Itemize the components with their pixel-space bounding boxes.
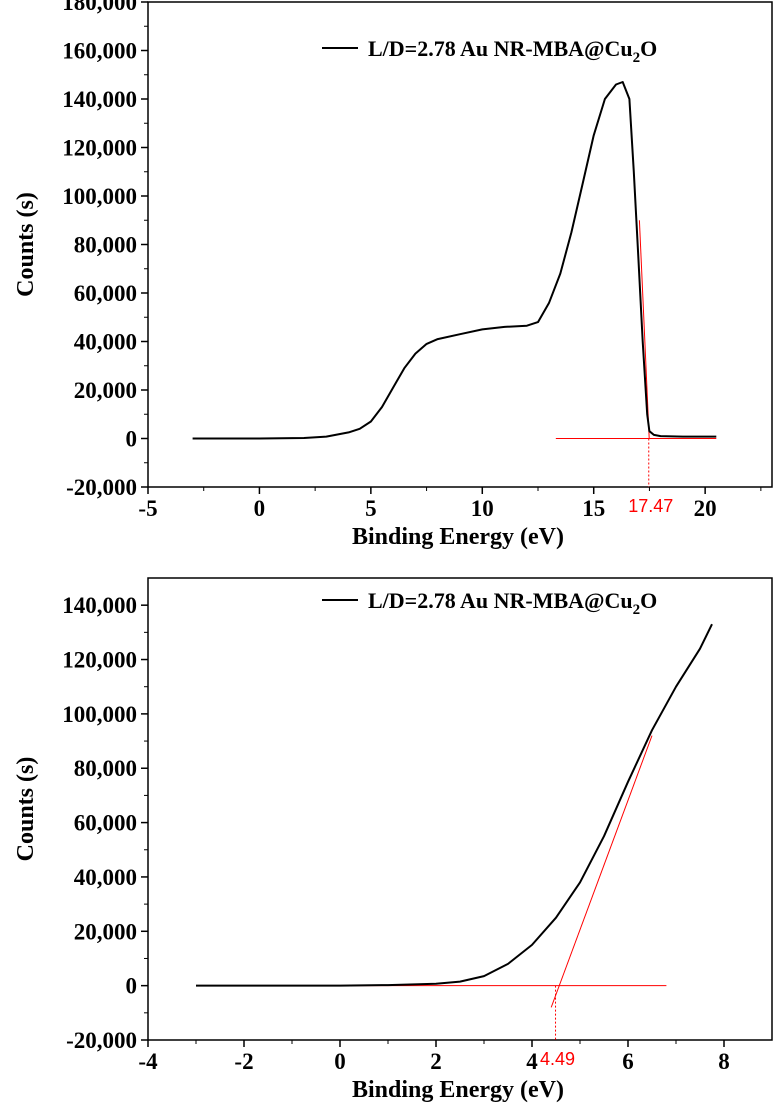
y-tick-label: 80,000 [74, 233, 137, 258]
x-tick-label: 6 [622, 1049, 634, 1074]
x-tick-label: 0 [334, 1049, 346, 1074]
y-tick-label: 160,000 [62, 39, 137, 64]
y-tick-label: -20,000 [66, 475, 137, 500]
y-tick-label: 120,000 [62, 136, 137, 161]
y-tick-label: 0 [126, 427, 138, 452]
y-tick-label: 0 [126, 974, 138, 999]
y-tick-label: 80,000 [74, 756, 137, 781]
x-tick-label: -4 [138, 1049, 158, 1074]
intercept-value-label: 4.49 [540, 1049, 575, 1069]
x-tick-label: 2 [430, 1049, 442, 1074]
chart-panel-1: -5 0 5 10 15 20 -20,000 0 20,000 40,000 60,000 80,0… [13, 0, 773, 550]
plot-frame [147, 577, 773, 1041]
data-series-line [192, 81, 717, 440]
legend: L/D=2.78 Au NR-MBA@Cu2O [322, 588, 657, 618]
plot-frame [147, 1, 773, 488]
x-tick-label: 5 [365, 496, 377, 521]
y-axis-label: Counts (s) [13, 192, 39, 297]
y-tick-label: 20,000 [74, 919, 137, 944]
x-tick-label: 15 [582, 496, 605, 521]
y-tick-label: 100,000 [62, 184, 137, 209]
legend-label: L/D=2.78 Au NR-MBA@Cu2O [368, 588, 657, 618]
y-tick-label: 40,000 [74, 330, 137, 355]
y-tick-label: 140,000 [62, 87, 137, 112]
x-tick-label: -2 [234, 1049, 253, 1074]
y-tick-label: 40,000 [74, 865, 137, 890]
data-series-line [196, 623, 713, 987]
chart-panel-2: -4 -2 0 2 4 6 8 -20,000 0 20,000 40,000 60,000 80,00… [13, 577, 773, 1103]
intercept-value-label: 17.47 [628, 496, 673, 516]
y-tick-label: 180,000 [62, 0, 137, 15]
x-axis-label: Binding Energy (eV) [352, 1077, 564, 1103]
x-tick-label: 8 [718, 1049, 730, 1074]
y-tick-label: 120,000 [62, 648, 137, 673]
x-tick-label: -5 [138, 496, 157, 521]
edge-fit-line [550, 735, 653, 1008]
y-tick-label: 60,000 [74, 281, 137, 306]
edge-fit-line [638, 220, 650, 439]
x-tick-label: 10 [471, 496, 494, 521]
y-tick-label: 60,000 [74, 811, 137, 836]
y-axis-label: Counts (s) [13, 757, 39, 862]
x-tick-label: 20 [694, 496, 717, 521]
x-tick-label: 0 [254, 496, 266, 521]
y-tick-label: 140,000 [62, 593, 137, 618]
y-tick-label: -20,000 [66, 1028, 137, 1053]
y-tick-label: 100,000 [62, 702, 137, 727]
y-tick-label: 20,000 [74, 378, 137, 403]
x-axis-label: Binding Energy (eV) [352, 524, 564, 550]
legend: L/D=2.78 Au NR-MBA@Cu2O [322, 36, 657, 66]
x-tick-label: 4 [526, 1049, 538, 1074]
legend-label: L/D=2.78 Au NR-MBA@Cu2O [368, 36, 657, 66]
